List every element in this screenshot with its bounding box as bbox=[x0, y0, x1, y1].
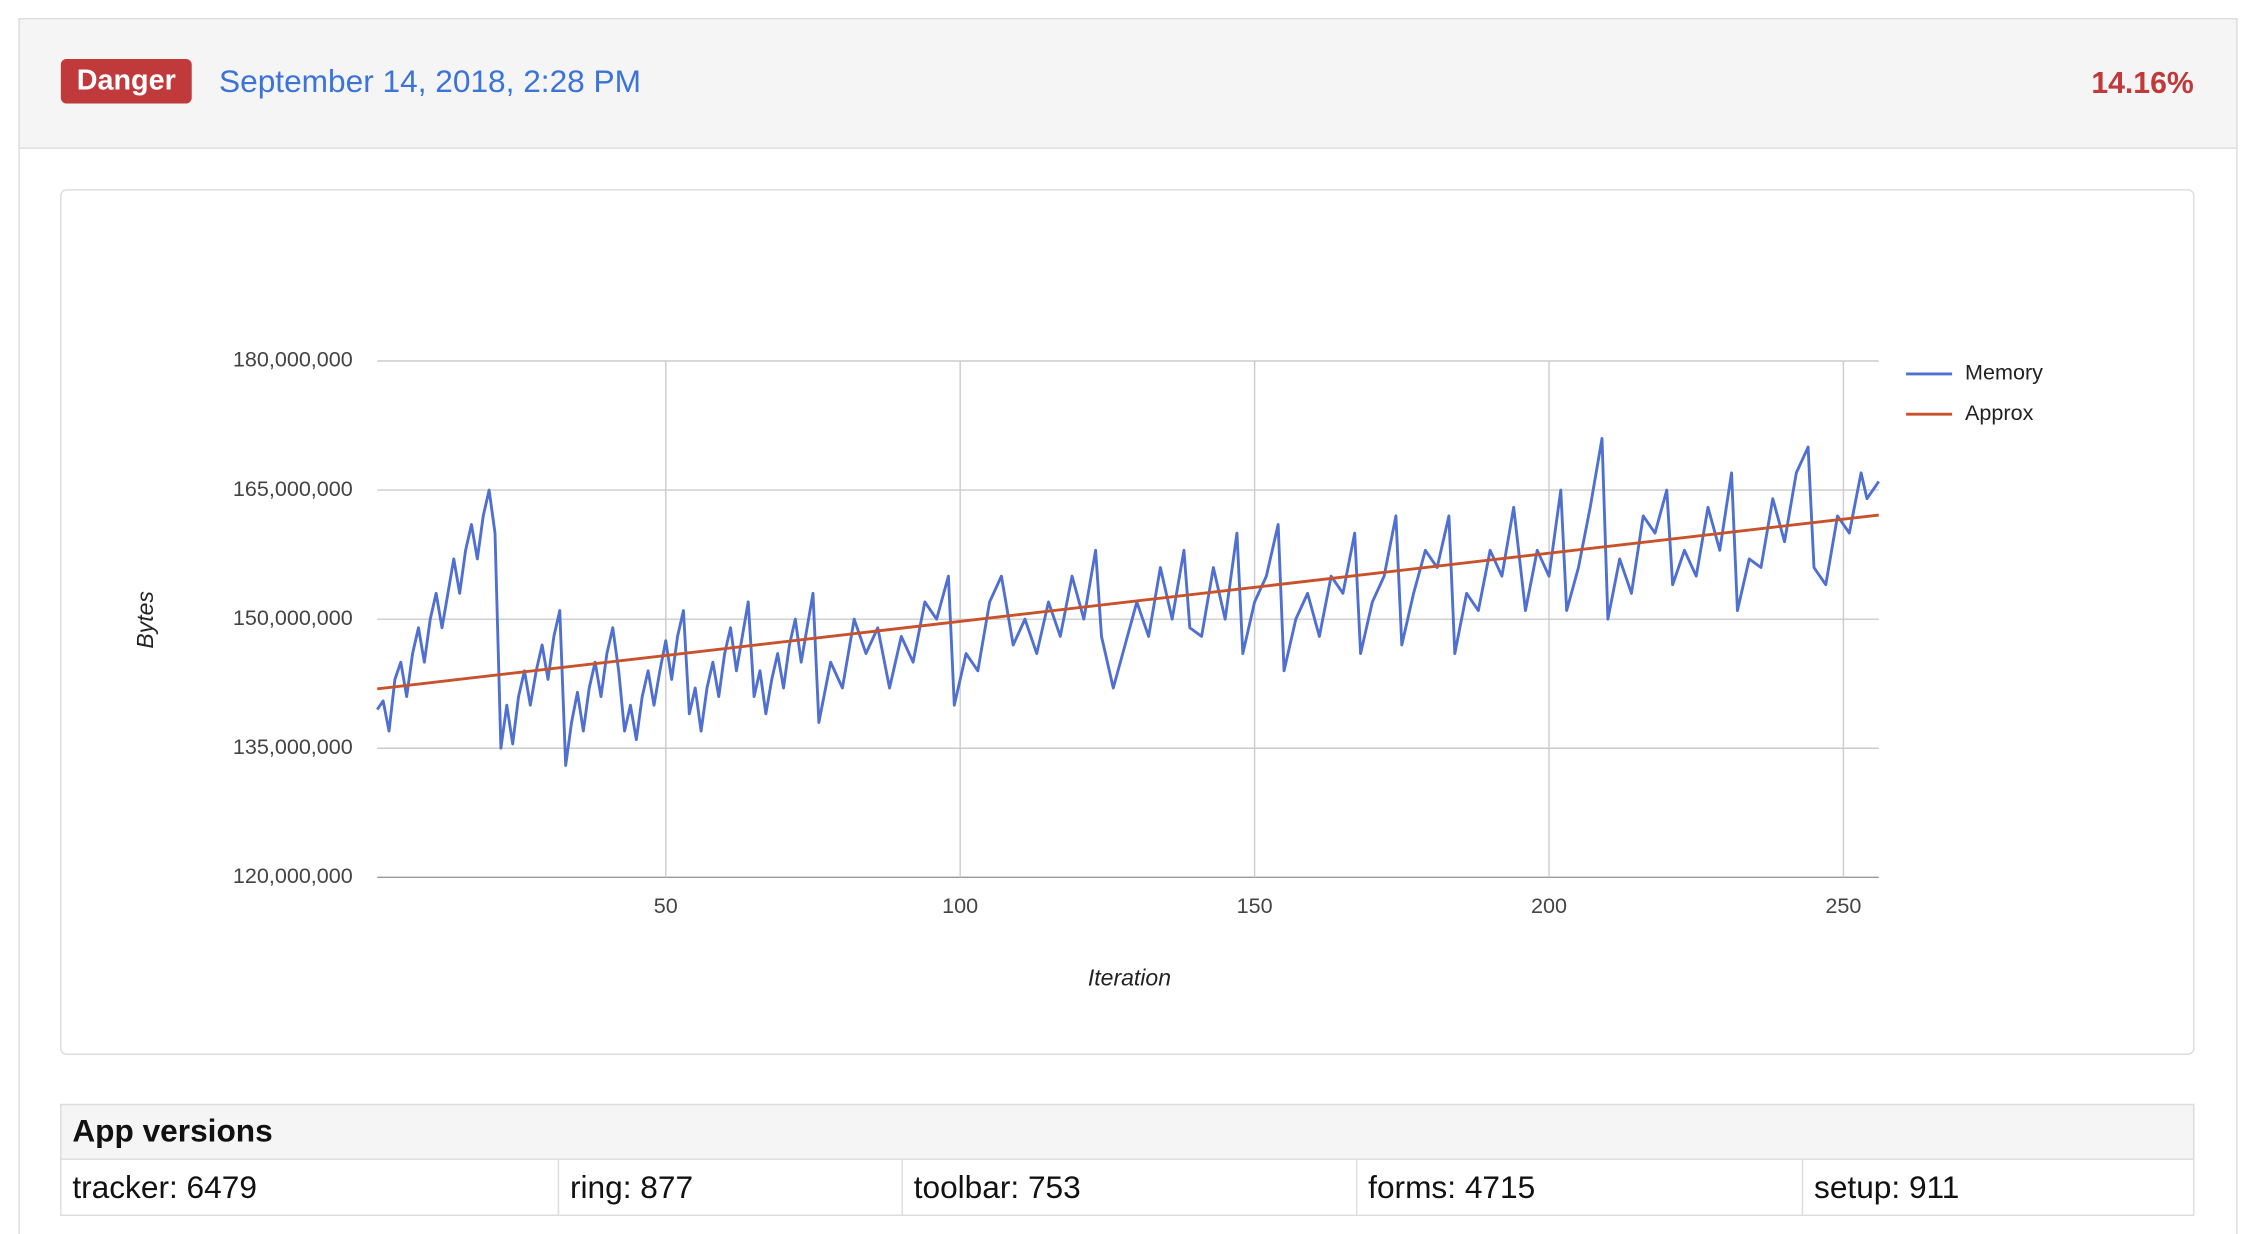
y-tick-label: 120,000,000 bbox=[233, 863, 353, 888]
y-tick-label: 180,000,000 bbox=[233, 347, 353, 372]
table-cell: ring: 877 bbox=[570, 1169, 693, 1205]
table-row: tracker: 6479 ring: 877 toolbar: 753 forms:… bbox=[72, 1159, 1959, 1216]
table-header bbox=[60, 1103, 2195, 1160]
x-tick-label: 150 bbox=[1237, 893, 1273, 918]
table-cell: setup: 911 bbox=[1814, 1169, 1959, 1205]
x-tick-label: 100 bbox=[942, 893, 978, 918]
badge bbox=[60, 58, 192, 104]
table-cell: tracker: 6479 bbox=[72, 1169, 257, 1205]
x-tick-label: 200 bbox=[1531, 893, 1567, 918]
y-tick-label: 150,000,000 bbox=[233, 605, 353, 630]
table-cell: forms: 4715 bbox=[1368, 1169, 1535, 1205]
series-line bbox=[377, 513, 1879, 691]
y-axis-title: Bytes bbox=[132, 591, 158, 649]
chart-box bbox=[60, 189, 2195, 1055]
table-title: App versions bbox=[72, 1113, 272, 1149]
x-axis-title: Iteration bbox=[1088, 965, 1171, 991]
badge-text: Danger bbox=[77, 65, 176, 97]
percent: 14.16% bbox=[2091, 67, 2194, 100]
legend-label: Approx bbox=[1965, 400, 2034, 425]
legend-label: Memory bbox=[1965, 360, 2043, 385]
chart: 120,000,000 135,000,000 150,000,000 165,000… bbox=[233, 347, 2043, 919]
x-tick-label: 50 bbox=[654, 893, 678, 918]
table-cell: toolbar: 753 bbox=[914, 1169, 1081, 1205]
x-tick-label: 250 bbox=[1825, 893, 1861, 918]
y-tick-label: 135,000,000 bbox=[233, 734, 353, 759]
y-tick-label: 165,000,000 bbox=[233, 476, 353, 501]
date-link[interactable]: September 14, 2018, 2:28 PM bbox=[219, 63, 641, 99]
panel-header bbox=[18, 17, 2238, 149]
